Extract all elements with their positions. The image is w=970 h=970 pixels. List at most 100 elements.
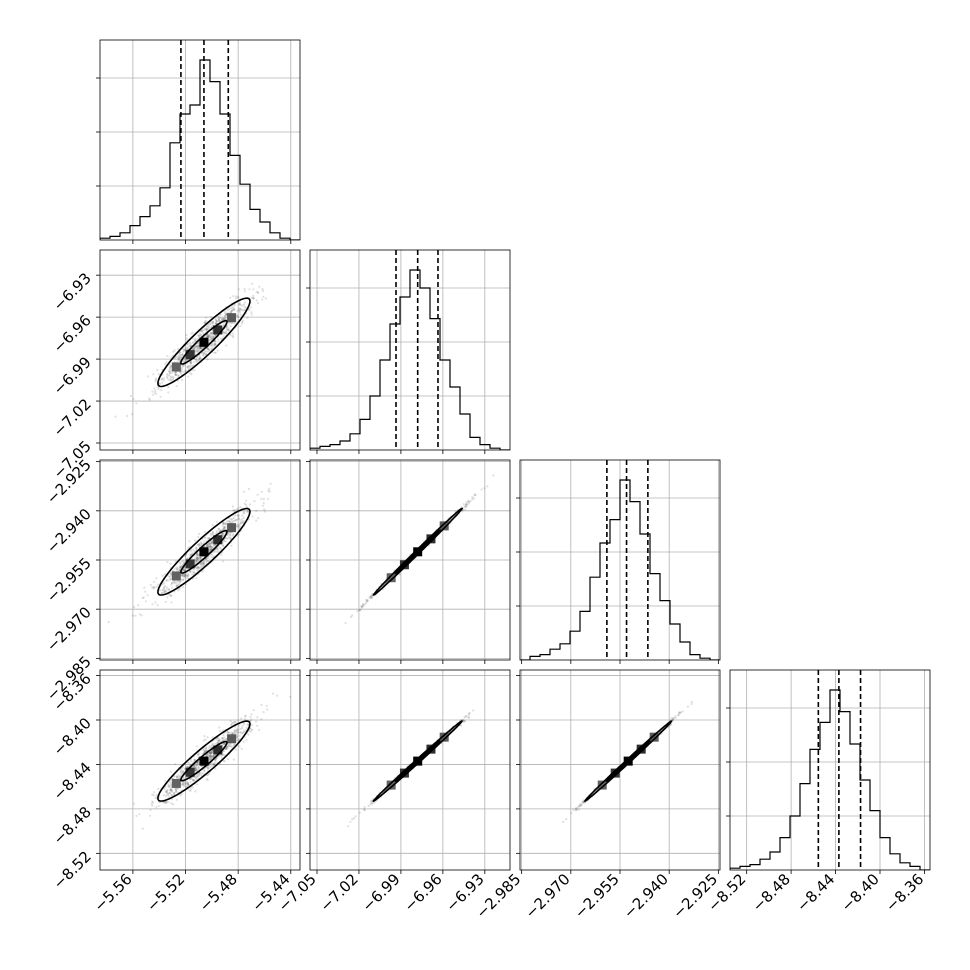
sample-point <box>164 802 167 805</box>
sample-point <box>215 320 218 323</box>
sample-point <box>114 415 117 418</box>
sample-point <box>175 584 178 587</box>
sample-point <box>197 773 200 776</box>
sample-point <box>200 562 203 565</box>
sample-point <box>187 784 190 787</box>
sample-point <box>239 727 242 730</box>
sample-point <box>194 339 197 342</box>
sample-point <box>176 584 179 587</box>
sample-point <box>222 544 225 547</box>
scatter-layer <box>132 692 292 830</box>
sample-point <box>161 381 164 384</box>
sample-point <box>202 328 205 331</box>
sample-point <box>194 346 197 349</box>
sample-point <box>363 805 366 809</box>
sample-point <box>258 285 261 288</box>
sample-point <box>159 395 162 398</box>
sample-point <box>197 358 200 361</box>
sample-point <box>196 556 199 559</box>
sample-point <box>463 716 466 719</box>
sample-point <box>240 308 243 311</box>
sample-point <box>183 358 186 361</box>
sample-point <box>226 328 229 331</box>
sample-point <box>467 712 471 715</box>
sample-point <box>164 790 167 794</box>
sample-point <box>210 754 213 757</box>
sample-point <box>236 525 239 528</box>
y-tick-label: −8.44 <box>50 759 95 804</box>
sample-point <box>182 364 185 367</box>
sample-point <box>234 725 237 728</box>
sample-point <box>188 364 191 367</box>
sample-point <box>246 316 249 319</box>
sample-point <box>175 585 178 588</box>
sample-point <box>195 775 198 778</box>
sample-point <box>197 544 200 547</box>
sample-point <box>180 772 183 775</box>
sample-point <box>169 788 173 791</box>
sample-point <box>149 808 152 811</box>
sample-point <box>183 369 186 372</box>
sample-point <box>185 333 188 337</box>
sample-point <box>242 511 245 514</box>
sample-point <box>231 732 234 735</box>
sample-point <box>227 743 230 746</box>
sample-point <box>166 596 169 599</box>
density-cell <box>413 547 423 557</box>
sample-point <box>187 781 190 785</box>
sample-point <box>182 569 185 572</box>
sample-point <box>200 347 203 350</box>
sample-point <box>205 328 208 331</box>
sample-point <box>210 548 213 551</box>
sample-point <box>221 532 224 535</box>
sample-point <box>236 523 239 526</box>
sample-point <box>209 545 212 548</box>
sample-point <box>185 358 188 361</box>
sample-point <box>670 717 673 720</box>
sample-point <box>211 344 214 347</box>
sample-point <box>224 747 228 750</box>
sample-point <box>177 374 180 377</box>
scatter-layer <box>562 700 693 824</box>
sample-point <box>247 723 250 726</box>
sample-point <box>222 317 226 320</box>
sample-point <box>199 564 202 567</box>
sample-point <box>170 601 173 604</box>
density-cell <box>171 571 181 581</box>
sample-point <box>205 327 208 331</box>
sample-point <box>182 575 185 578</box>
sample-point <box>178 356 181 359</box>
sample-point <box>242 729 245 732</box>
sample-point <box>250 296 253 299</box>
sample-point <box>212 321 215 324</box>
sample-point <box>200 329 203 332</box>
sample-point <box>243 502 246 505</box>
density-cell <box>185 559 195 569</box>
sample-point <box>214 759 217 762</box>
sample-point <box>211 553 214 556</box>
sample-point <box>183 785 186 788</box>
sample-point <box>674 715 677 718</box>
sample-point <box>186 574 189 578</box>
sample-point <box>251 297 254 300</box>
sample-point <box>238 525 241 528</box>
sample-point <box>172 791 175 794</box>
sample-point <box>197 756 200 759</box>
sample-point <box>462 503 465 506</box>
sample-point <box>161 583 164 586</box>
y-tick-label: −6.99 <box>50 353 95 398</box>
sample-point <box>179 771 182 774</box>
sample-point <box>167 784 170 788</box>
sample-point <box>212 335 215 339</box>
sample-point <box>237 526 240 529</box>
sample-point <box>369 596 372 599</box>
x-tick-label: −5.56 <box>90 870 135 915</box>
panel-3-0: −5.56 −5.52 −5.48 −5.44−8.52−8.48−8.44−8.40… <box>50 669 301 915</box>
sample-point <box>192 347 195 351</box>
sample-point <box>195 557 198 560</box>
sample-point <box>207 326 211 329</box>
sample-point <box>239 519 242 522</box>
sample-point <box>212 763 215 766</box>
sample-point <box>182 782 185 786</box>
sample-point <box>214 742 217 745</box>
